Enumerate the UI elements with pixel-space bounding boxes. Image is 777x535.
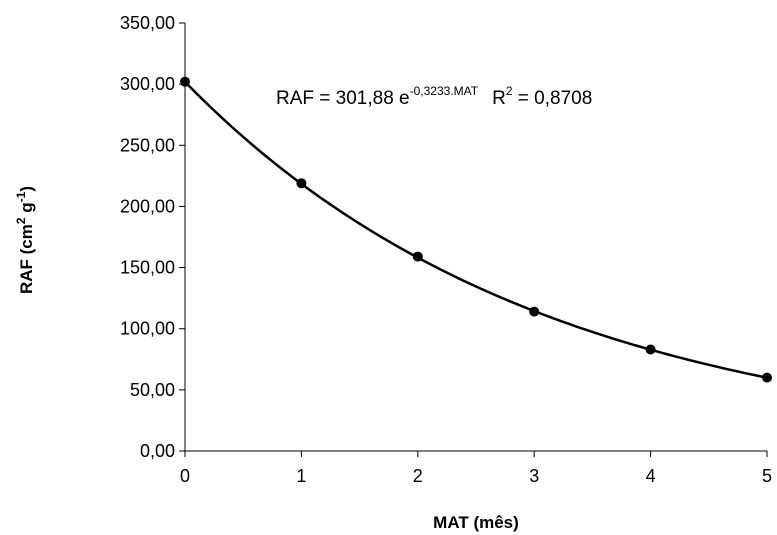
- y-title-end: ): [17, 186, 36, 192]
- data-point: [529, 306, 540, 317]
- data-point: [296, 178, 307, 189]
- y-axis: 0,00 50,00 100,00 150,00 200,00 250,00 300,00 3…: [120, 13, 186, 461]
- trendline-equation: RAF = 301,88 e-0,3233.MAT R2 = 0,8708: [276, 84, 592, 109]
- x-tick-label: 2: [413, 466, 423, 486]
- r2-value: = 0,8708: [513, 88, 593, 109]
- y-tick-label: 200,00: [120, 196, 175, 216]
- data-point: [762, 372, 772, 383]
- x-tick-label: 0: [180, 466, 190, 486]
- data-points: [180, 76, 772, 383]
- equation-main: RAF = 301,88 e: [276, 88, 410, 109]
- y-tick-label: 350,00: [120, 13, 175, 33]
- x-axis-title: MAT (mês): [433, 513, 519, 532]
- y-title-main: RAF (cm: [17, 224, 36, 294]
- data-point: [645, 344, 656, 355]
- data-point: [412, 251, 423, 262]
- x-tick-label: 1: [296, 466, 306, 486]
- y-axis-title: RAF (cm2 g-1): [14, 186, 36, 294]
- y-tick-label: 50,00: [130, 380, 175, 400]
- data-point: [180, 76, 190, 87]
- y-tick-label: 0,00: [140, 441, 175, 461]
- r2-label: R: [492, 88, 506, 109]
- equation-exponent: -0,3233.MAT: [410, 84, 479, 98]
- x-ticks: 0 1 2 3 4 5: [180, 451, 772, 486]
- y-tick-label: 300,00: [120, 74, 175, 94]
- x-axis: 0 1 2 3 4 5: [180, 450, 772, 486]
- trendline: [184, 80, 768, 379]
- y-title-sup1: 2: [14, 217, 28, 224]
- y-ticks: 0,00 50,00 100,00 150,00 200,00 250,00 300,00 3…: [120, 13, 185, 461]
- x-tick-label: 5: [762, 466, 772, 486]
- r2-sup: 2: [506, 84, 513, 98]
- x-tick-label: 4: [646, 466, 656, 486]
- y-title-mid: g: [17, 202, 36, 217]
- y-tick-label: 250,00: [120, 135, 175, 155]
- y-tick-label: 100,00: [120, 319, 175, 339]
- x-tick-label: 3: [529, 466, 539, 486]
- y-title-sup2: -1: [14, 191, 28, 202]
- y-tick-label: 150,00: [120, 258, 175, 278]
